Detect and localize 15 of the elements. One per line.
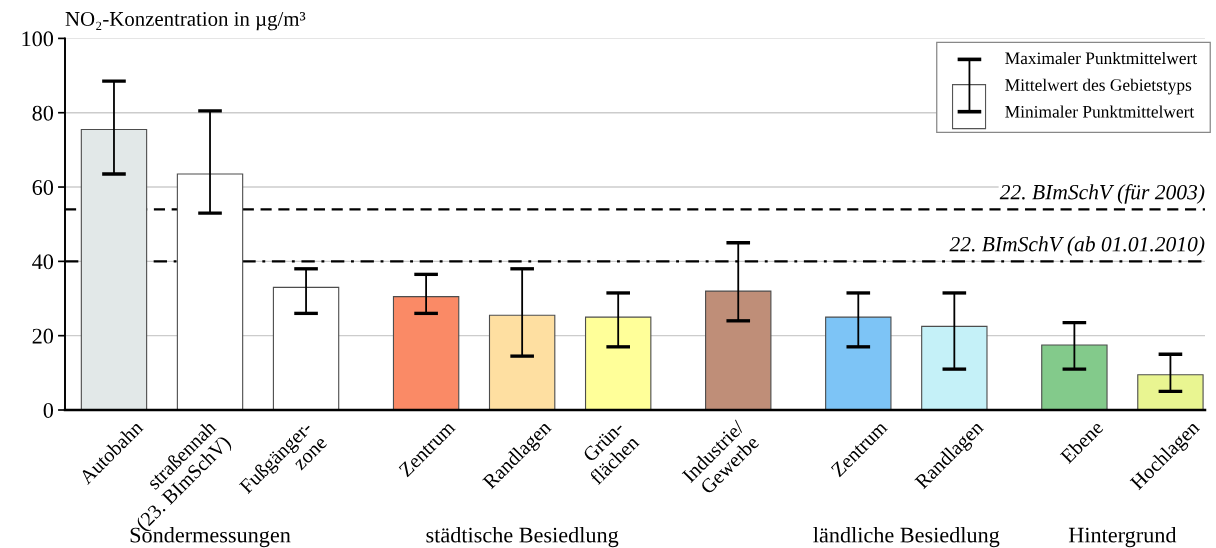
y-tick-label: 80 (32, 105, 54, 121)
y-tick-label: 20 (32, 328, 54, 344)
annotation: Maximaler Punktmittelwert (1005, 51, 1198, 65)
annotation: Mittelwert des Gebietstyps (1005, 78, 1192, 95)
y-axis-title: NO₂-Konzentration in µg/m³ (65, 11, 306, 31)
text: städtische Besiedlung (426, 526, 619, 548)
y-tick-label: 100 (22, 31, 54, 47)
y-tick-label: 40 (32, 254, 54, 270)
ref-line-label: 22. BImSchV (für 2003) (999, 184, 1205, 204)
annotation: Minimaler Punktmittelwert (1005, 105, 1195, 118)
y-tick-label: 60 (32, 179, 54, 195)
text: ländliche Besiedlung (813, 526, 1000, 548)
ref-line-label: 22. BImSchV (ab 01.01.2010) (949, 236, 1205, 256)
y-tick-label: 0 (43, 402, 54, 418)
text: Hintergrund (1068, 526, 1177, 548)
